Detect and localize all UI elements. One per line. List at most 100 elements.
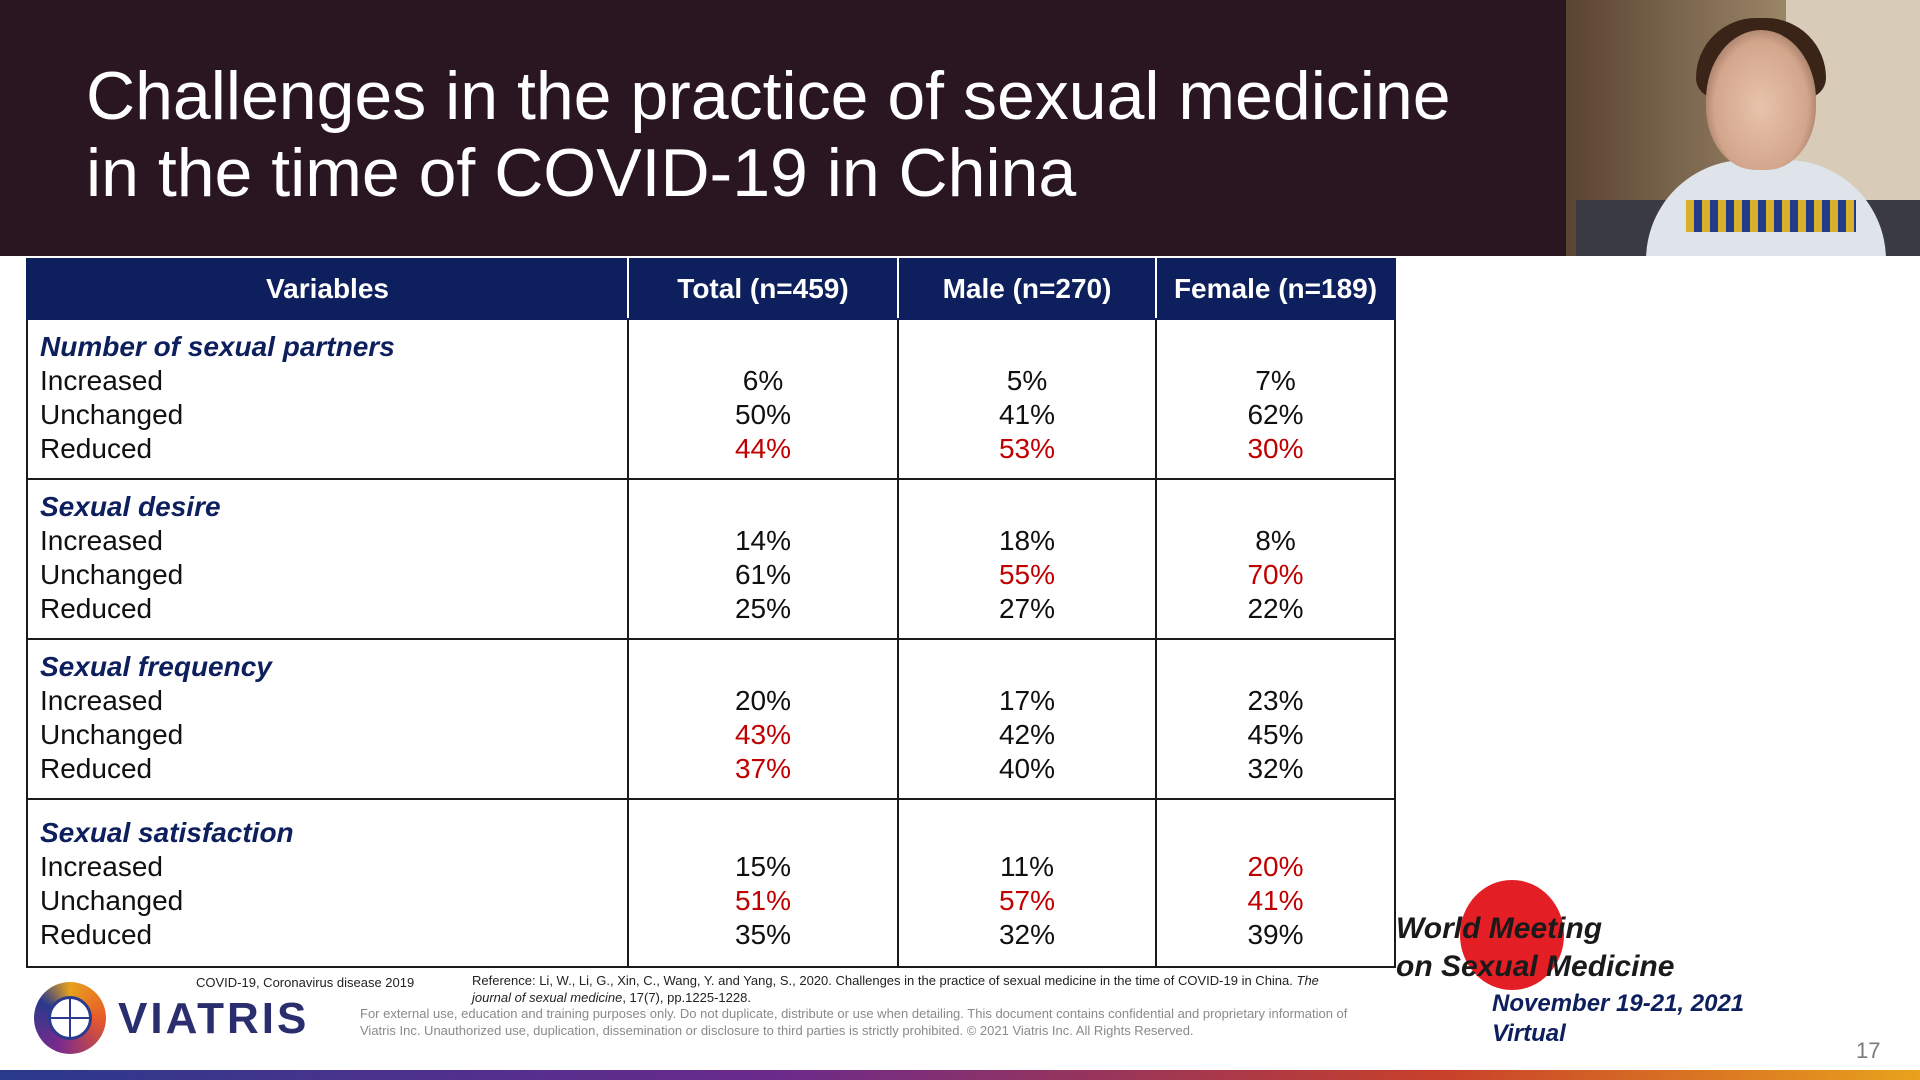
presenter-webcam-video xyxy=(1566,0,1920,256)
variable-cell: Sexual satisfaction Increased Unchanged Red… xyxy=(26,798,629,968)
male-value: 17% xyxy=(998,685,1056,716)
row-label: Unchanged xyxy=(40,885,184,916)
male-value: 55% xyxy=(998,559,1056,590)
header-male: Male (n=270) xyxy=(897,258,1157,320)
total-value: 44% xyxy=(734,433,792,464)
table-header-row: Variables Total (n=459) Male (n=270) Fem… xyxy=(26,258,1396,320)
male-cell: 18% 55% 27% xyxy=(897,478,1157,640)
female-value: 23% xyxy=(1247,685,1304,716)
disclaimer-text: For external use, education and training… xyxy=(360,1006,1348,1038)
female-cell: 20% 41% 39% xyxy=(1155,798,1396,968)
slide-title: Challenges in the practice of sexual med… xyxy=(86,58,1546,212)
male-value: 41% xyxy=(998,399,1056,430)
female-value: 22% xyxy=(1247,593,1304,624)
group-title: Sexual desire xyxy=(40,491,221,522)
page-number: 17 xyxy=(1856,1038,1881,1063)
female-value: 32% xyxy=(1247,753,1304,784)
female-value: 20% xyxy=(1247,851,1304,882)
group-title: Sexual satisfaction xyxy=(40,817,294,848)
female-value: 7% xyxy=(1255,365,1296,396)
results-table: Variables Total (n=459) Male (n=270) Fem… xyxy=(26,258,1396,968)
female-value: 45% xyxy=(1247,719,1304,750)
male-cell: 17% 42% 40% xyxy=(897,638,1157,800)
row-label: Increased xyxy=(40,365,163,396)
male-value: 32% xyxy=(998,919,1056,950)
total-cell: 14% 61% 25% xyxy=(627,478,899,640)
row-label: Unchanged xyxy=(40,399,184,430)
total-value: 6% xyxy=(742,365,784,396)
variable-cell: Sexual desire Increased Unchanged Reduced xyxy=(26,478,629,640)
header-variables: Variables xyxy=(26,258,629,320)
total-value: 50% xyxy=(734,399,792,430)
results-table-container: Variables Total (n=459) Male (n=270) Fem… xyxy=(26,258,1396,968)
presenter-face xyxy=(1706,30,1816,170)
row-label: Unchanged xyxy=(40,559,184,590)
female-cell: 23% 45% 32% xyxy=(1155,638,1396,800)
total-value: 43% xyxy=(734,719,792,750)
male-value: 42% xyxy=(998,719,1056,750)
globe-icon xyxy=(34,982,106,1054)
row-label: Reduced xyxy=(40,433,153,464)
total-value: 61% xyxy=(734,559,792,590)
logo-wordmark: VIATRIS xyxy=(118,994,310,1043)
table-row: Number of sexual partners Increased Unchan… xyxy=(26,318,1396,480)
table-row: Sexual desire Increased Unchanged Reduced 14… xyxy=(26,478,1396,640)
male-value: 27% xyxy=(998,593,1056,624)
reference-pages: , 17(7), pp.1225-1228. xyxy=(622,990,751,1005)
female-cell: 7% 62% 30% xyxy=(1155,318,1396,480)
bottom-accent-bar xyxy=(0,1070,1920,1080)
male-cell: 5% 41% 53% xyxy=(897,318,1157,480)
reference-citation: Reference: Li, W., Li, G., Xin, C., Wang… xyxy=(472,972,1342,1006)
abbreviation-note: COVID-19, Coronavirus disease 2019 xyxy=(196,975,415,990)
male-value: 53% xyxy=(998,433,1056,464)
total-value: 25% xyxy=(734,593,792,624)
male-value: 18% xyxy=(998,525,1056,556)
total-value: 20% xyxy=(734,685,792,716)
female-value: 30% xyxy=(1247,433,1304,464)
group-title: Sexual frequency xyxy=(40,651,272,682)
title-line-1: Challenges in the practice of sexual med… xyxy=(86,58,1451,134)
total-cell: 6% 50% 44% xyxy=(627,318,899,480)
female-cell: 8% 70% 22% xyxy=(1155,478,1396,640)
row-label: Reduced xyxy=(40,593,153,624)
row-label: Unchanged xyxy=(40,719,184,750)
event-logo: World Meeting on Sexual Medicine Novembe… xyxy=(1396,880,1776,1050)
male-value: 11% xyxy=(1000,851,1054,882)
row-label: Reduced xyxy=(40,753,153,784)
group-title: Number of sexual partners xyxy=(40,331,395,362)
variable-cell: Number of sexual partners Increased Unchan… xyxy=(26,318,629,480)
total-value: 35% xyxy=(734,919,792,950)
title-line-2: in the time of COVID-19 in China xyxy=(86,135,1077,211)
table-row: Sexual frequency Increased Unchanged Reduce… xyxy=(26,638,1396,800)
row-label: Increased xyxy=(40,525,163,556)
male-value: 57% xyxy=(998,885,1056,916)
total-value: 51% xyxy=(734,885,792,916)
viatris-logo: VIATRIS xyxy=(34,982,306,1058)
event-dates: November 19-21, 2021 xyxy=(1492,990,1745,1017)
female-value: 70% xyxy=(1247,559,1304,590)
header-total: Total (n=459) xyxy=(627,258,899,320)
total-value: 15% xyxy=(734,851,792,882)
row-label: Increased xyxy=(40,685,163,716)
event-name-line-2: on Sexual Medicine xyxy=(1396,950,1675,983)
female-value: 39% xyxy=(1247,919,1304,950)
female-value: 62% xyxy=(1247,399,1304,430)
red-circle-icon xyxy=(1460,880,1564,990)
event-name-line-1: World Meeting xyxy=(1396,912,1603,945)
row-label: Increased xyxy=(40,851,163,882)
event-format: Virtual xyxy=(1492,1020,1566,1047)
reference-text: Reference: Li, W., Li, G., Xin, C., Wang… xyxy=(472,973,1297,988)
total-cell: 20% 43% 37% xyxy=(627,638,899,800)
row-label: Reduced xyxy=(40,919,153,950)
female-value: 8% xyxy=(1255,525,1296,556)
total-value: 14% xyxy=(734,525,792,556)
male-value: 40% xyxy=(998,753,1056,784)
header-female: Female (n=189) xyxy=(1155,258,1396,320)
female-value: 41% xyxy=(1247,885,1304,916)
total-value: 37% xyxy=(734,753,792,784)
reference-journal: The journal of sexual medicine xyxy=(472,973,1319,1005)
table-row: Sexual satisfaction Increased Unchanged Red… xyxy=(26,798,1396,968)
male-cell: 11% 57% 32% xyxy=(897,798,1157,968)
total-cell: 15% 51% 35% xyxy=(627,798,899,968)
variable-cell: Sexual frequency Increased Unchanged Reduce… xyxy=(26,638,629,800)
